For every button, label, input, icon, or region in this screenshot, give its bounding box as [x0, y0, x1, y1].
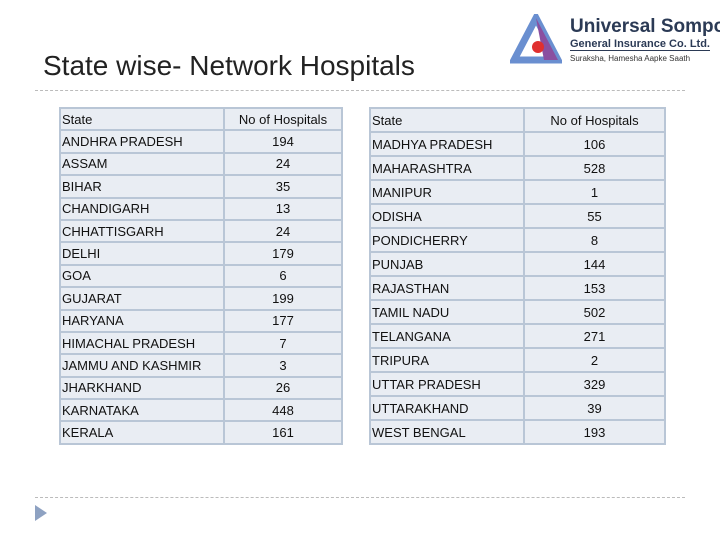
- hospital-count-cell: 8: [523, 227, 666, 253]
- hospital-count-cell: 329: [523, 371, 666, 397]
- table-row: PONDICHERRY 8: [369, 227, 666, 253]
- state-cell: UTTARAKHAND: [369, 395, 525, 421]
- hospital-count-cell: 502: [523, 299, 666, 325]
- table-row: KERALA 161: [59, 420, 343, 445]
- table-row: TRIPURA 2: [369, 347, 666, 373]
- header-count: No of Hospitals: [523, 107, 666, 133]
- divider-bottom: [35, 497, 685, 498]
- hospital-count-cell: 271: [523, 323, 666, 349]
- table-row: JAMMU AND KASHMIR 3: [59, 353, 343, 378]
- state-cell: TELANGANA: [369, 323, 525, 349]
- table-row: GOA 6: [59, 263, 343, 289]
- table-row: BIHAR 35: [59, 174, 343, 199]
- state-cell: GUJARAT: [59, 286, 225, 311]
- state-cell: HARYANA: [59, 308, 225, 333]
- next-arrow-icon: [35, 505, 47, 521]
- state-cell: MADHYA PRADESH: [369, 131, 525, 157]
- hospital-count-cell: 144: [523, 251, 666, 277]
- hospital-count-cell: 24: [223, 218, 343, 244]
- hospital-count-cell: 528: [523, 155, 666, 181]
- table-row: RAJASTHAN 153: [369, 275, 666, 301]
- state-cell: CHANDIGARH: [59, 196, 225, 221]
- state-cell: ANDHRA PRADESH: [59, 129, 225, 154]
- table-row: MANIPUR 1: [369, 179, 666, 205]
- hospital-count-cell: 161: [223, 420, 343, 445]
- table-row: ODISHA 55: [369, 203, 666, 229]
- table-row: WEST BENGAL 193: [369, 419, 666, 445]
- table-header-row: State No of Hospitals: [369, 107, 666, 133]
- table-row: MADHYA PRADESH 106: [369, 131, 666, 157]
- hospital-count-cell: 55: [523, 203, 666, 229]
- company-logo: Universal Sompo General Insurance Co. Lt…: [508, 10, 720, 64]
- hospital-count-cell: 26: [223, 375, 343, 401]
- hospital-count-cell: 194: [223, 129, 343, 154]
- table-row: GUJARAT 199: [59, 286, 343, 311]
- slide-title: State wise- Network Hospitals: [43, 50, 415, 81]
- state-cell: WEST BENGAL: [369, 419, 525, 445]
- hospital-count-cell: 448: [223, 398, 343, 423]
- state-cell: RAJASTHAN: [369, 275, 525, 301]
- state-cell: UTTAR PRADESH: [369, 371, 525, 397]
- header-state: State: [59, 106, 225, 132]
- hospital-count-cell: 193: [523, 419, 666, 445]
- hospital-count-cell: 3: [223, 353, 343, 378]
- table-header-row: State No of Hospitals: [59, 106, 343, 132]
- state-cell: CHHATTISGARH: [59, 218, 225, 244]
- logo-subtitle: General Insurance Co. Ltd.: [570, 38, 710, 51]
- state-cell: KARNATAKA: [59, 398, 225, 423]
- table-row: MAHARASHTRA 528: [369, 155, 666, 181]
- table-row: HIMACHAL PRADESH 7: [59, 330, 343, 356]
- hospital-count-cell: 1: [523, 179, 666, 205]
- table-row: UTTAR PRADESH 329: [369, 371, 666, 397]
- hospitals-table-right: State No of Hospitals MADHYA PRADESH 106 MAH…: [369, 107, 666, 445]
- hospital-count-cell: 6: [223, 263, 343, 289]
- hospital-count-cell: 153: [523, 275, 666, 301]
- state-cell: ODISHA: [369, 203, 525, 229]
- state-cell: PONDICHERRY: [369, 227, 525, 253]
- state-cell: PUNJAB: [369, 251, 525, 277]
- table-row: PUNJAB 144: [369, 251, 666, 277]
- logo-name: Universal Sompo: [570, 16, 720, 37]
- table-row: JHARKHAND 26: [59, 375, 343, 401]
- table-row: CHHATTISGARH 24: [59, 218, 343, 244]
- table-row: UTTARAKHAND 39: [369, 395, 666, 421]
- table-row: KARNATAKA 448: [59, 398, 343, 423]
- hospital-count-cell: 177: [223, 308, 343, 333]
- state-cell: GOA: [59, 263, 225, 289]
- hospital-count-cell: 7: [223, 330, 343, 356]
- logo-tagline: Suraksha, Hamesha Aapke Saath: [570, 54, 691, 63]
- hospital-count-cell: 35: [223, 174, 343, 199]
- divider-top: [35, 90, 685, 91]
- hospital-count-cell: 39: [523, 395, 666, 421]
- hospital-count-cell: 24: [223, 151, 343, 177]
- logo-emblem-icon: [508, 10, 564, 64]
- table-row: ASSAM 24: [59, 151, 343, 177]
- state-cell: TAMIL NADU: [369, 299, 525, 325]
- state-cell: BIHAR: [59, 174, 225, 199]
- state-cell: TRIPURA: [369, 347, 525, 373]
- state-cell: ASSAM: [59, 151, 225, 177]
- hospital-count-cell: 199: [223, 286, 343, 311]
- table-row: ANDHRA PRADESH 194: [59, 129, 343, 154]
- header-count: No of Hospitals: [223, 106, 343, 132]
- state-cell: HIMACHAL PRADESH: [59, 330, 225, 356]
- state-cell: JAMMU AND KASHMIR: [59, 353, 225, 378]
- table-row: CHANDIGARH 13: [59, 196, 343, 221]
- table-row: HARYANA 177: [59, 308, 343, 333]
- table-row: TAMIL NADU 502: [369, 299, 666, 325]
- hospital-count-cell: 2: [523, 347, 666, 373]
- table-row: TELANGANA 271: [369, 323, 666, 349]
- table-row: DELHI 179: [59, 241, 343, 266]
- header-state: State: [369, 107, 525, 133]
- hospital-count-cell: 179: [223, 241, 343, 266]
- state-cell: KERALA: [59, 420, 225, 445]
- hospital-count-cell: 13: [223, 196, 343, 221]
- state-cell: MANIPUR: [369, 179, 525, 205]
- hospital-count-cell: 106: [523, 131, 666, 157]
- state-cell: DELHI: [59, 241, 225, 266]
- hospitals-table-left: State No of Hospitals ANDHRA PRADESH 194 ASS…: [59, 106, 343, 445]
- state-cell: JHARKHAND: [59, 375, 225, 401]
- state-cell: MAHARASHTRA: [369, 155, 525, 181]
